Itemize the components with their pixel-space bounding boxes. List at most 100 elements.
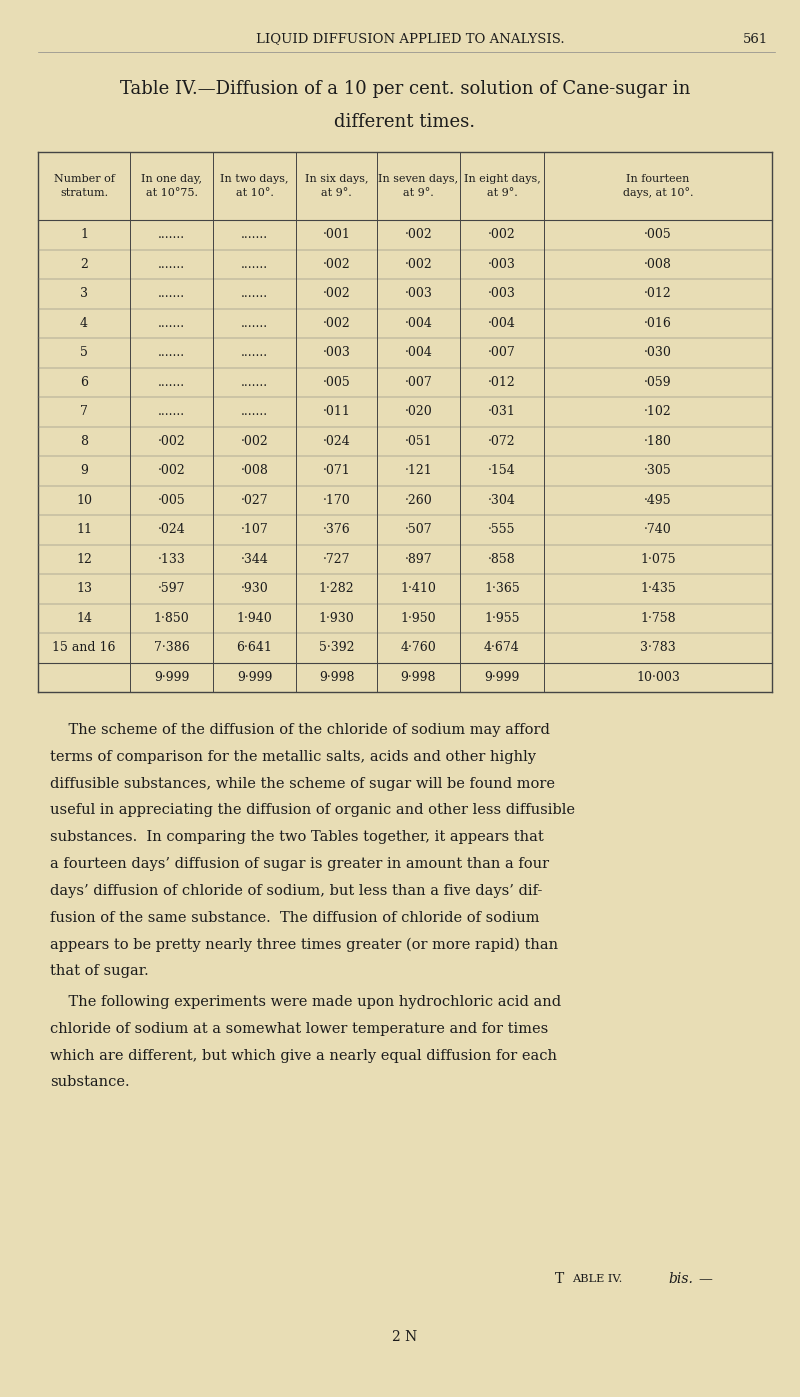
Text: ·059: ·059: [644, 376, 672, 388]
Text: ·260: ·260: [405, 493, 432, 507]
Text: 3·783: 3·783: [640, 641, 676, 654]
Text: ·008: ·008: [644, 258, 672, 271]
Text: In one day,
at 10°75.: In one day, at 10°75.: [141, 175, 202, 197]
Text: ·003: ·003: [488, 258, 516, 271]
Text: ·344: ·344: [241, 553, 269, 566]
Text: 9·998: 9·998: [401, 671, 436, 683]
Text: 2: 2: [80, 258, 88, 271]
Text: Number of
stratum.: Number of stratum.: [54, 175, 114, 197]
Text: .......: .......: [241, 317, 268, 330]
Text: ·495: ·495: [644, 493, 672, 507]
Text: In eight days,
at 9°.: In eight days, at 9°.: [464, 175, 540, 197]
Text: ·020: ·020: [405, 405, 432, 418]
Text: 1·758: 1·758: [640, 612, 676, 624]
Text: ·024: ·024: [322, 434, 350, 448]
Text: useful in appreciating the diffusion of organic and other less diffusible: useful in appreciating the diffusion of …: [50, 803, 575, 817]
Text: fusion of the same substance.  The diffusion of chloride of sodium: fusion of the same substance. The diffus…: [50, 911, 539, 925]
Text: ·376: ·376: [322, 524, 350, 536]
Text: ·011: ·011: [322, 405, 350, 418]
Text: .......: .......: [158, 376, 185, 388]
Text: 7: 7: [80, 405, 88, 418]
Text: .......: .......: [241, 346, 268, 359]
Text: ·072: ·072: [488, 434, 516, 448]
Text: 9·999: 9·999: [484, 671, 520, 683]
Text: ·305: ·305: [644, 464, 672, 478]
Text: .......: .......: [158, 258, 185, 271]
Text: 4: 4: [80, 317, 88, 330]
Text: ·002: ·002: [405, 228, 432, 242]
Text: ·002: ·002: [322, 317, 350, 330]
Text: 1·410: 1·410: [401, 583, 437, 595]
Text: ·012: ·012: [488, 376, 516, 388]
Text: ·003: ·003: [405, 288, 433, 300]
Text: ·930: ·930: [241, 583, 268, 595]
Text: days’ diffusion of chloride of sodium, but less than a five days’ dif-: days’ diffusion of chloride of sodium, b…: [50, 884, 542, 898]
Text: 2 N: 2 N: [392, 1330, 418, 1344]
Text: ·154: ·154: [488, 464, 516, 478]
Text: ·024: ·024: [158, 524, 186, 536]
Text: .......: .......: [241, 258, 268, 271]
Text: diffusible substances, while the scheme of sugar will be found more: diffusible substances, while the scheme …: [50, 777, 555, 791]
Text: 12: 12: [76, 553, 92, 566]
Text: ·030: ·030: [644, 346, 672, 359]
Text: 15 and 16: 15 and 16: [52, 641, 116, 654]
Text: 1: 1: [80, 228, 88, 242]
Text: appears to be pretty nearly three times greater (or more rapid) than: appears to be pretty nearly three times …: [50, 937, 558, 951]
Text: 1·435: 1·435: [640, 583, 676, 595]
Text: that of sugar.: that of sugar.: [50, 964, 149, 978]
Text: ·180: ·180: [644, 434, 672, 448]
Text: 1·075: 1·075: [640, 553, 676, 566]
Text: 561: 561: [742, 32, 768, 46]
Text: ·002: ·002: [158, 434, 186, 448]
Text: ·001: ·001: [322, 228, 350, 242]
Text: a fourteen days’ diffusion of sugar is greater in amount than a four: a fourteen days’ diffusion of sugar is g…: [50, 856, 549, 870]
Text: The scheme of the diffusion of the chloride of sodium may afford: The scheme of the diffusion of the chlor…: [50, 724, 550, 738]
Text: ·002: ·002: [322, 258, 350, 271]
Text: different times.: different times.: [334, 113, 475, 131]
Text: ·597: ·597: [158, 583, 186, 595]
Text: 10·003: 10·003: [636, 671, 680, 683]
Text: 5: 5: [80, 346, 88, 359]
Text: ·740: ·740: [644, 524, 672, 536]
Text: ·012: ·012: [644, 288, 672, 300]
Text: .......: .......: [158, 405, 185, 418]
Text: 4·674: 4·674: [484, 641, 520, 654]
Text: which are different, but which give a nearly equal diffusion for each: which are different, but which give a ne…: [50, 1049, 557, 1063]
Text: ·005: ·005: [644, 228, 672, 242]
Text: .......: .......: [241, 288, 268, 300]
Text: ·007: ·007: [405, 376, 432, 388]
Text: 9: 9: [80, 464, 88, 478]
Text: .......: .......: [241, 376, 268, 388]
Text: .......: .......: [158, 346, 185, 359]
Text: ·133: ·133: [158, 553, 186, 566]
Text: .......: .......: [241, 228, 268, 242]
Text: terms of comparison for the metallic salts, acids and other highly: terms of comparison for the metallic sal…: [50, 750, 536, 764]
Text: chloride of sodium at a somewhat lower temperature and for times: chloride of sodium at a somewhat lower t…: [50, 1021, 548, 1035]
Text: 13: 13: [76, 583, 92, 595]
Text: 7·386: 7·386: [154, 641, 190, 654]
Text: ·507: ·507: [405, 524, 432, 536]
Text: ·004: ·004: [405, 346, 433, 359]
Text: ABLE IV.: ABLE IV.: [572, 1274, 626, 1284]
Text: .......: .......: [241, 405, 268, 418]
Text: 10: 10: [76, 493, 92, 507]
Text: ·002: ·002: [405, 258, 432, 271]
Text: 1·930: 1·930: [318, 612, 354, 624]
Text: ·304: ·304: [488, 493, 516, 507]
Text: ·002: ·002: [488, 228, 516, 242]
Text: T: T: [555, 1273, 564, 1287]
Text: 1·955: 1·955: [484, 612, 520, 624]
Text: .......: .......: [158, 288, 185, 300]
Text: —: —: [698, 1273, 712, 1287]
Text: ·102: ·102: [644, 405, 672, 418]
Text: ·071: ·071: [322, 464, 350, 478]
Text: 1·282: 1·282: [318, 583, 354, 595]
Text: substance.: substance.: [50, 1076, 130, 1090]
Text: ·002: ·002: [241, 434, 268, 448]
Text: .......: .......: [158, 228, 185, 242]
Text: 8: 8: [80, 434, 88, 448]
Text: ·005: ·005: [158, 493, 186, 507]
Text: 6·641: 6·641: [237, 641, 273, 654]
Text: bis.: bis.: [668, 1273, 693, 1287]
Text: 5·392: 5·392: [318, 641, 354, 654]
